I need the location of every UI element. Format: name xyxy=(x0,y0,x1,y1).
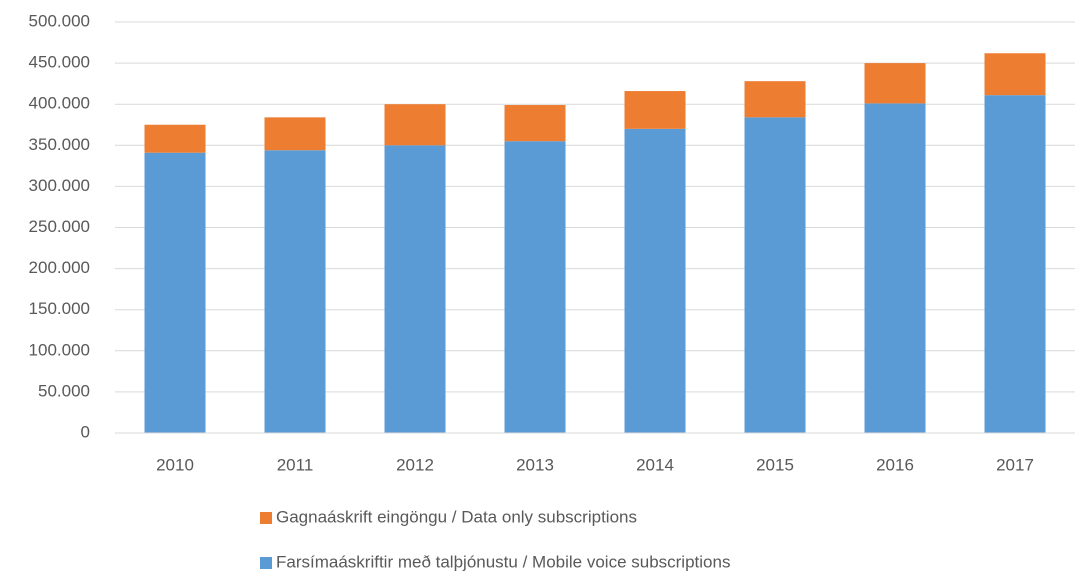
bar-segment xyxy=(264,117,326,151)
legend-swatch xyxy=(260,557,272,569)
y-tick-label: 50.000 xyxy=(38,381,90,400)
y-tick-label: 100.000 xyxy=(29,340,90,359)
bar-segment xyxy=(744,117,806,434)
x-tick-label: 2014 xyxy=(636,455,674,474)
bar-segment xyxy=(144,152,206,433)
x-tick-label: 2012 xyxy=(396,455,434,474)
bar-segment xyxy=(744,81,806,118)
bar-segment xyxy=(144,124,206,153)
x-tick-label: 2013 xyxy=(516,455,554,474)
y-tick-label: 350.000 xyxy=(29,135,90,154)
bar-segment xyxy=(984,53,1046,96)
y-tick-label: 500.000 xyxy=(29,11,90,30)
bar-segment xyxy=(864,103,926,434)
bar-segment xyxy=(384,145,446,434)
y-tick-label: 150.000 xyxy=(29,299,90,318)
x-tick-label: 2017 xyxy=(996,455,1034,474)
y-tick-label: 450.000 xyxy=(29,53,90,72)
y-tick-label: 300.000 xyxy=(29,176,90,195)
x-tick-label: 2011 xyxy=(277,455,314,474)
bar-segment xyxy=(624,128,686,434)
bar-segment xyxy=(264,150,326,433)
bar-segment xyxy=(624,91,686,129)
bar-segment xyxy=(864,63,926,104)
x-tick-label: 2015 xyxy=(756,455,794,474)
y-tick-label: 200.000 xyxy=(29,258,90,277)
x-tick-label: 2016 xyxy=(876,455,914,474)
legend-label: Farsímaáskriftir með talþjónustu / Mobil… xyxy=(276,552,730,571)
legend-swatch xyxy=(260,512,272,524)
bar-segment xyxy=(504,105,566,142)
y-tick-label: 400.000 xyxy=(29,94,90,113)
bar-segment xyxy=(984,95,1046,434)
y-tick-label: 250.000 xyxy=(29,217,90,236)
legend-label: Gagnaáskrift eingöngu / Data only subscr… xyxy=(276,507,637,526)
x-tick-label: 2010 xyxy=(156,455,194,474)
bar-segment xyxy=(384,104,446,146)
bar-segment xyxy=(504,141,566,433)
y-tick-label: 0 xyxy=(81,422,90,441)
